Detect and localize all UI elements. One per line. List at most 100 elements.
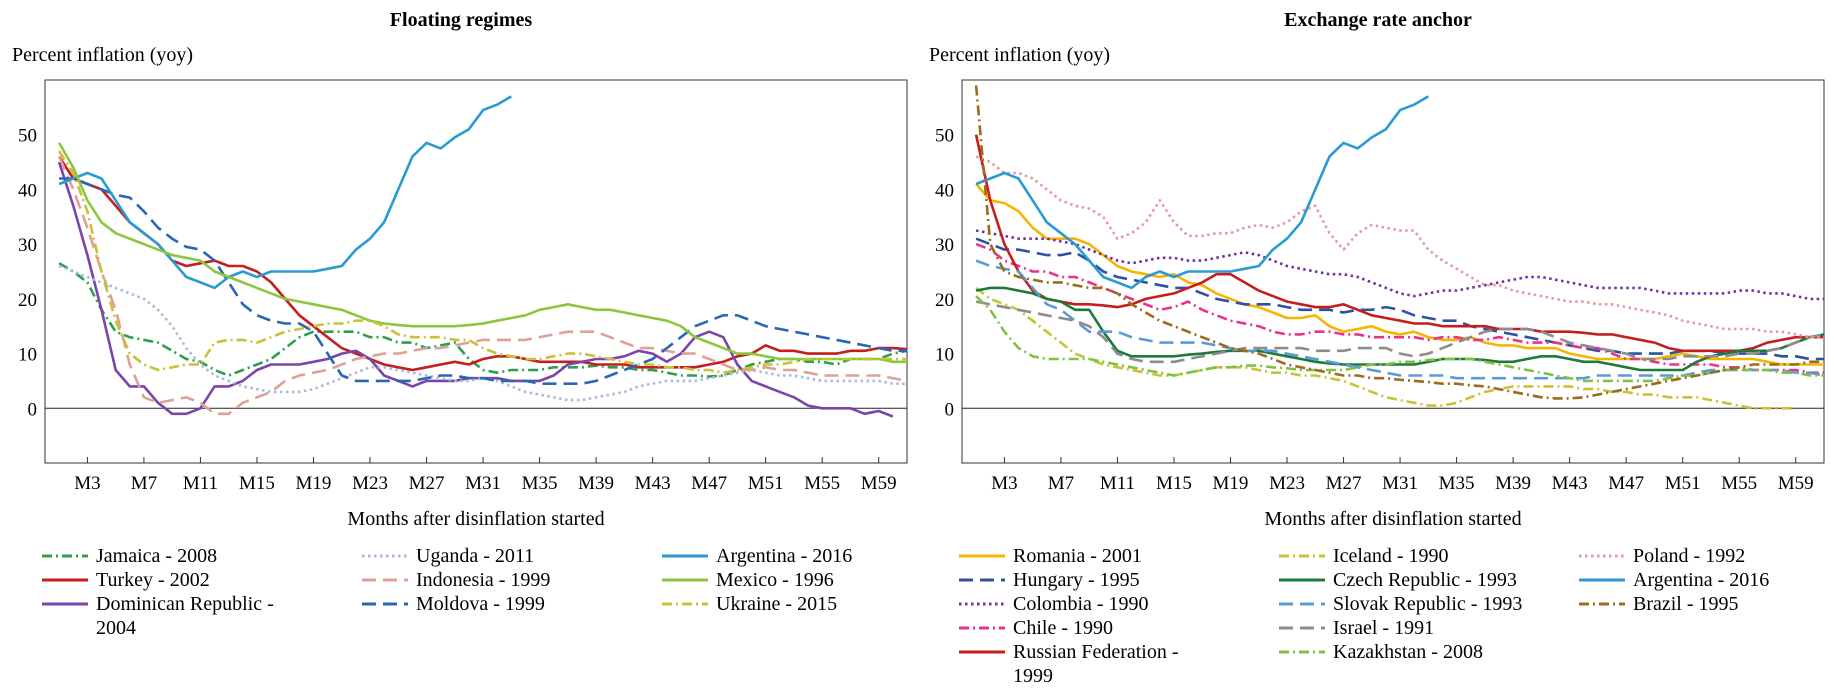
series-line-poland-1992 bbox=[975, 155, 1824, 339]
x-tick-label: M55 bbox=[1721, 473, 1757, 494]
plot-frame bbox=[44, 79, 908, 464]
legend-item: Slovak Republic - 1993 bbox=[1279, 593, 1522, 615]
y-tick-label: 20 bbox=[18, 290, 37, 311]
legend-label: Turkey - 2002 bbox=[96, 569, 210, 591]
x-ticks: M3 M7 M11 M15 M19 M23 M27 M31 M35 M39 M43 M47 M51 M55… bbox=[74, 457, 897, 494]
series-line-argentina-2016 bbox=[975, 95, 1429, 290]
legend-item: Kazakhstan - 2008 bbox=[1279, 641, 1483, 663]
series-line-jamaica-2008 bbox=[58, 262, 908, 378]
plot-frame bbox=[961, 79, 1825, 464]
x-tick-label: M7 bbox=[1048, 473, 1074, 494]
legend-label: Indonesia - 1999 bbox=[416, 569, 550, 591]
legend-item: Turkey - 2002 bbox=[42, 569, 210, 591]
legend-item: Iceland - 1990 bbox=[1279, 545, 1449, 567]
x-tick-label: M31 bbox=[465, 473, 501, 494]
series-line-kazakhstan-2008 bbox=[975, 295, 1824, 383]
legend-label: Israel - 1991 bbox=[1333, 617, 1434, 639]
x-tick-label: M35 bbox=[1439, 473, 1475, 494]
legend-item: Argentina - 2016 bbox=[662, 545, 852, 567]
series-line-colombia-1990 bbox=[975, 229, 1824, 301]
x-ticks: M3 M7 M11 M15 M19 M23 M27 M31 M35 M39 M43 M47 M51 M55… bbox=[991, 457, 1814, 494]
x-tick-label: M15 bbox=[239, 473, 275, 494]
legend-item: Argentina - 2016 bbox=[1579, 569, 1769, 591]
panel-exchange-rate-anchor: Exchange rate anchor Percent inflation (… bbox=[917, 0, 1834, 690]
exchange-rate-anchor-chart: Exchange rate anchor Percent inflation (… bbox=[929, 9, 1825, 687]
legend-label: Russian Federation -1999 bbox=[1013, 641, 1179, 687]
chart-title: Exchange rate anchor bbox=[1284, 9, 1472, 31]
x-tick-label: M59 bbox=[861, 473, 897, 494]
legend-item: Mexico - 1996 bbox=[662, 569, 834, 591]
legend-item: Brazil - 1995 bbox=[1579, 593, 1739, 615]
legend-item: Hungary - 1995 bbox=[959, 569, 1140, 591]
x-tick-label: M47 bbox=[691, 473, 727, 494]
series-line-indonesia-1999 bbox=[57, 156, 908, 416]
x-tick-label: M59 bbox=[1778, 473, 1814, 494]
legend-item: Indonesia - 1999 bbox=[362, 569, 550, 591]
y-tick-label: 40 bbox=[935, 180, 954, 201]
series-line-ukraine-2015 bbox=[58, 150, 907, 375]
series-line-israel-1991 bbox=[975, 300, 1825, 364]
series-line-chile-1990 bbox=[975, 242, 1824, 375]
legend-label: Argentina - 2016 bbox=[1633, 569, 1769, 591]
legend-item: Chile - 1990 bbox=[959, 617, 1113, 639]
legend-label: Hungary - 1995 bbox=[1013, 569, 1140, 591]
x-tick-label: M19 bbox=[296, 473, 332, 494]
y-tick-label: 50 bbox=[18, 126, 37, 147]
x-tick-label: M23 bbox=[1269, 473, 1305, 494]
legend-label: Jamaica - 2008 bbox=[96, 545, 217, 567]
x-tick-label: M39 bbox=[1495, 473, 1531, 494]
legend-label: Slovak Republic - 1993 bbox=[1333, 593, 1522, 615]
legend-label: Ukraine - 2015 bbox=[716, 593, 837, 615]
legend-item: Moldova - 1999 bbox=[362, 593, 545, 615]
y-tick-label: 30 bbox=[18, 235, 37, 256]
legend-label: Mexico - 1996 bbox=[716, 569, 834, 591]
legend-item: Uganda - 2011 bbox=[362, 545, 534, 567]
series-line-dominican-republic-2004 bbox=[57, 161, 894, 418]
y-axis-label: Percent inflation (yoy) bbox=[12, 44, 193, 66]
x-tick-label: M55 bbox=[804, 473, 840, 494]
x-tick-label: M23 bbox=[352, 473, 388, 494]
x-tick-label: M51 bbox=[1665, 473, 1701, 494]
y-tick-label: 10 bbox=[935, 345, 954, 366]
x-tick-label: M31 bbox=[1382, 473, 1418, 494]
y-tick-label: 10 bbox=[18, 345, 37, 366]
x-axis-label: Months after disinflation started bbox=[347, 508, 604, 530]
x-tick-label: M43 bbox=[635, 473, 671, 494]
y-tick-label: 20 bbox=[935, 290, 954, 311]
chart-title: Floating regimes bbox=[390, 9, 533, 31]
legend-label: Chile - 1990 bbox=[1013, 617, 1113, 639]
x-tick-label: M7 bbox=[131, 473, 157, 494]
x-tick-label: M19 bbox=[1213, 473, 1249, 494]
legend-item: Romania - 2001 bbox=[959, 545, 1142, 567]
x-tick-label: M35 bbox=[522, 473, 558, 494]
panel-floating-regimes: Floating regimes Percent inflation (yoy)… bbox=[12, 9, 908, 639]
series-line-turkey-2002 bbox=[58, 155, 908, 372]
legend-label: Kazakhstan - 2008 bbox=[1333, 641, 1483, 663]
x-tick-label: M3 bbox=[991, 473, 1017, 494]
series-line-mexico-1996 bbox=[57, 142, 907, 364]
series-line-uganda-2011 bbox=[58, 264, 907, 402]
legend-label: Colombia - 1990 bbox=[1013, 593, 1149, 615]
x-tick-label: M27 bbox=[1326, 473, 1362, 494]
x-tick-label: M27 bbox=[409, 473, 445, 494]
legend-item: Dominican Republic -2004 bbox=[42, 593, 274, 639]
legend-item: Poland - 1992 bbox=[1579, 545, 1745, 567]
series-line-romania-2001 bbox=[975, 183, 1824, 366]
y-tick-label: 30 bbox=[935, 235, 954, 256]
x-axis-label: Months after disinflation started bbox=[1264, 508, 1521, 530]
legend-item: Czech Republic - 1993 bbox=[1279, 569, 1517, 591]
legend-label: Dominican Republic -2004 bbox=[96, 593, 274, 639]
x-tick-label: M11 bbox=[1100, 473, 1135, 494]
legend-label: Uganda - 2011 bbox=[416, 545, 534, 567]
series-line-czech-republic-1993 bbox=[975, 286, 1825, 372]
series-line-moldova-1999 bbox=[59, 177, 907, 386]
legend-label: Czech Republic - 1993 bbox=[1333, 569, 1517, 591]
y-ticks: 0 10 20 30 40 50 bbox=[935, 126, 954, 421]
y-axis-label: Percent inflation (yoy) bbox=[929, 44, 1110, 66]
legend-label: Argentina - 2016 bbox=[716, 545, 852, 567]
legend-item: Ukraine - 2015 bbox=[662, 593, 837, 615]
series-line-russian-federation-1999 bbox=[974, 134, 1824, 353]
legend-label: Moldova - 1999 bbox=[416, 593, 545, 615]
